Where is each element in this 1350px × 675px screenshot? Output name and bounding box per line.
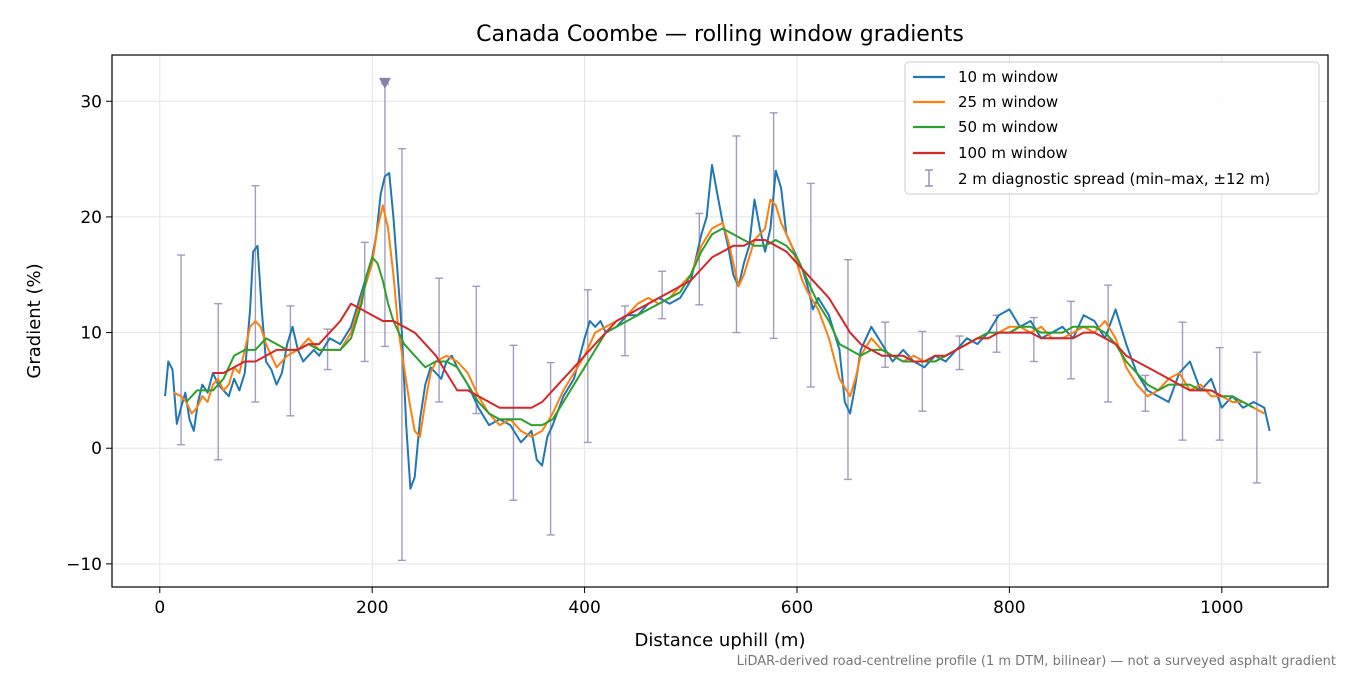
y-tick-label: 20: [80, 208, 102, 228]
legend-label-10m: 10 m window: [958, 68, 1058, 86]
spread-errorbar: [1104, 284, 1113, 403]
legend-box: [904, 61, 1320, 195]
x-tick-label: 0: [154, 598, 165, 618]
spread-errorbar: [360, 241, 369, 363]
legend-label-50m: 50 m window: [958, 118, 1058, 136]
clipped-marker: [378, 77, 391, 89]
legend-swatch-spread: [925, 169, 933, 187]
x-axis-ticks: 0 200 400 600 800 1000: [154, 587, 1243, 618]
spread-errorbar: [251, 184, 260, 403]
legend-label-25m: 25 m window: [958, 93, 1058, 111]
spread-errorbar: [881, 321, 890, 368]
x-tick-label: 1000: [1200, 598, 1243, 618]
series-line-1: [173, 198, 1265, 438]
spread-errorbar: [918, 330, 927, 412]
x-tick-label: 800: [993, 598, 1025, 618]
spread-errorbar: [1252, 351, 1261, 484]
spread-errorbar: [1215, 346, 1224, 441]
legend-label-100m: 100 m window: [958, 144, 1068, 162]
spread-errorbar: [732, 135, 741, 334]
chart-title: Canada Coombe — rolling window gradients: [476, 22, 964, 47]
spread-errorbar: [214, 302, 223, 461]
spread-errorbar: [1178, 321, 1187, 441]
y-tick-label: −10: [66, 555, 102, 575]
legend-label-spread: 2 m diagnostic spread (min–max, ±12 m): [958, 170, 1270, 188]
spread-errorbar: [843, 259, 852, 481]
series-line-3: [212, 239, 1223, 409]
y-tick-label: 0: [91, 439, 102, 459]
y-tick-label: 30: [80, 92, 102, 112]
series-line-0: [164, 163, 1271, 490]
spread-errorbar: [177, 254, 186, 446]
y-axis-label: Gradient (%): [24, 263, 45, 378]
spread-errorbar: [1066, 300, 1075, 380]
x-axis-label: Distance uphill (m): [635, 630, 806, 651]
spread-errorbar: [695, 212, 704, 306]
y-axis-ticks: −10 0 10 20 30: [66, 92, 112, 575]
series-lines: [164, 163, 1271, 490]
x-tick-label: 400: [568, 598, 600, 618]
clipped-triangle-marker: [378, 77, 391, 89]
spread-errorbar: [435, 277, 444, 403]
spread-errorbar: [658, 270, 667, 320]
spread-errorbar: [955, 335, 964, 371]
x-tick-label: 600: [781, 598, 813, 618]
x-tick-label: 200: [356, 598, 388, 618]
spread-errorbar: [286, 305, 295, 417]
footnote: LiDAR-derived road-centreline profile (1…: [737, 654, 1336, 669]
series-line-2: [185, 227, 1255, 427]
plot-frame: [111, 54, 1329, 588]
spread-errorbar: [583, 289, 592, 444]
spread-errorbar: [1029, 316, 1038, 363]
spread-errorbar: [769, 112, 778, 340]
spread-errorbar: [620, 305, 629, 357]
legend: 10 m window 25 m window 50 m window 100 …: [904, 61, 1320, 195]
y-tick-label: 10: [80, 324, 102, 344]
